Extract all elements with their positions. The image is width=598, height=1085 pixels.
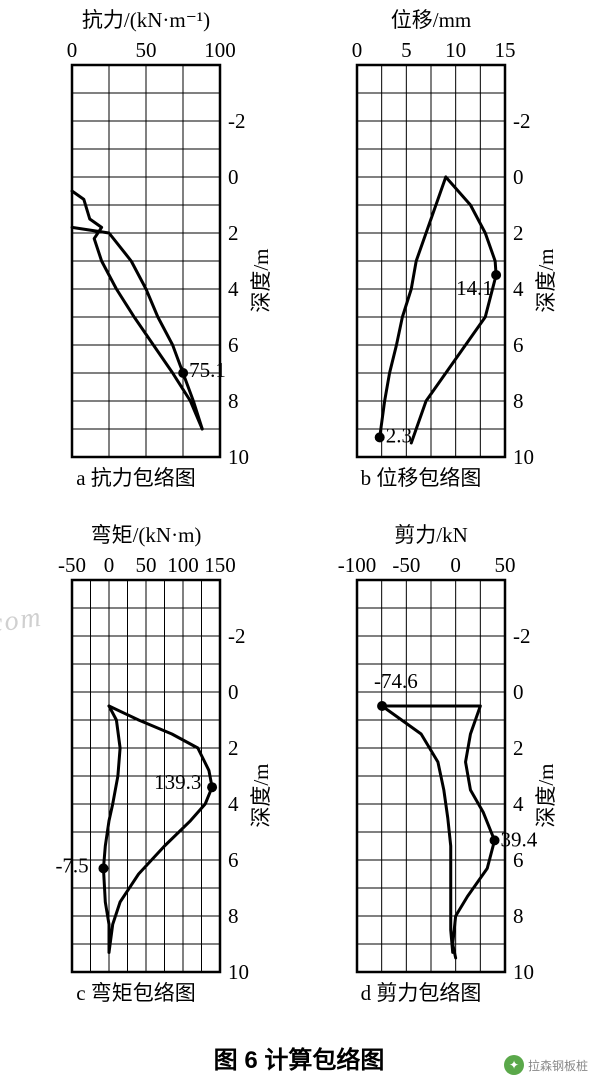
marker-label: 2.3 [386, 423, 412, 447]
y-axis-label: 深度/m [249, 764, 273, 828]
curve-0 [109, 706, 212, 952]
x-tick: 50 [136, 38, 157, 62]
subcaption: a 抗力包络图 [76, 466, 196, 490]
y-tick: -2 [513, 624, 531, 648]
y-tick: 0 [228, 165, 239, 189]
x-axis-title: 位移/mm [391, 8, 472, 32]
y-axis-label: 深度/m [534, 249, 558, 313]
y-tick: 4 [228, 792, 239, 816]
x-axis-title: 弯矩/(kN·m) [91, 523, 202, 547]
x-tick: 100 [204, 38, 236, 62]
y-tick: 8 [228, 904, 239, 928]
data-marker [375, 432, 385, 442]
marker-label: 139.3 [154, 770, 201, 794]
curve-1 [382, 706, 453, 952]
y-tick: 6 [228, 333, 239, 357]
marker-label: -74.6 [374, 669, 418, 693]
y-tick: 0 [513, 680, 524, 704]
x-tick: 10 [445, 38, 466, 62]
x-tick: 0 [67, 38, 78, 62]
x-axis-title: 剪力/kN [394, 523, 468, 547]
data-marker [98, 863, 108, 873]
y-tick: 10 [513, 445, 534, 469]
x-tick: 50 [495, 553, 516, 577]
data-marker [178, 368, 188, 378]
panel-c: 弯矩/(kN·m)-50 0 50 100150 -2 0 2 4 6 8 10 深度/m 139.3 -… [55, 523, 273, 1005]
y-tick: 2 [228, 221, 239, 245]
x-tick: 15 [495, 38, 516, 62]
y-tick: 4 [513, 792, 524, 816]
x-tick: 0 [450, 553, 461, 577]
y-axis-label: 深度/m [534, 764, 558, 828]
charts-canvas: 抗力/(kN·m⁻¹)050100-20246810深度/m75.1a 抗力包络… [0, 0, 598, 1030]
x-tick: 5 [401, 38, 412, 62]
y-tick: 8 [228, 389, 239, 413]
watermark-right: ✦ 拉森钢板桩 [504, 1055, 588, 1075]
y-tick: -2 [228, 624, 246, 648]
marker-label: 39.4 [501, 827, 538, 851]
y-tick: 6 [513, 333, 524, 357]
x-tick: 50 [136, 553, 157, 577]
x-tick: -50 [58, 553, 86, 577]
data-marker [490, 835, 500, 845]
x-tick: 150 [204, 553, 236, 577]
y-tick: 8 [513, 904, 524, 928]
curve-1 [103, 706, 120, 952]
marker-label: 75.1 [189, 358, 226, 382]
data-marker [207, 782, 217, 792]
curve-0 [411, 177, 496, 443]
x-tick: 0 [104, 553, 115, 577]
y-tick: -2 [228, 109, 246, 133]
y-tick: 10 [228, 960, 249, 984]
y-tick: 2 [513, 736, 524, 760]
figure-page: com 抗力/(kN·m⁻¹)050100-20246810深度/m75.1a … [0, 0, 598, 1085]
watermark-text: 拉森钢板桩 [528, 1057, 588, 1074]
y-tick: 0 [513, 165, 524, 189]
x-tick: 100 [167, 553, 199, 577]
marker-label: -7.5 [55, 853, 88, 877]
y-tick: 6 [513, 848, 524, 872]
panel-b: 位移/mm 0 5 10 15 -2 0 2 4 6 8 10 深度/m 14.1 2.3 b 位移包络图 [352, 8, 558, 490]
y-tick: 6 [228, 848, 239, 872]
data-marker [377, 701, 387, 711]
y-tick: 10 [513, 960, 534, 984]
y-tick: 4 [228, 277, 239, 301]
x-tick: -50 [392, 553, 420, 577]
marker-label: 14.1 [456, 276, 493, 300]
y-tick: 4 [513, 277, 524, 301]
y-axis-label: 深度/m [249, 249, 273, 313]
x-tick: -100 [338, 553, 377, 577]
wechat-icon: ✦ [504, 1055, 524, 1075]
y-tick: 0 [228, 680, 239, 704]
x-axis-title: 抗力/(kN·m⁻¹) [82, 8, 210, 32]
x-tick: 0 [352, 38, 363, 62]
panel-d: 剪力/kN -100 -50 0 50 -2 0 2 4 6 8 10 深度/m -74.6 39.4 d 剪… [338, 523, 558, 1005]
y-tick: -2 [513, 109, 531, 133]
y-tick: 10 [228, 445, 249, 469]
y-tick: 2 [513, 221, 524, 245]
y-tick: 2 [228, 736, 239, 760]
panel-a: 抗力/(kN·m⁻¹)050100-20246810深度/m75.1a 抗力包络… [67, 8, 273, 490]
curve-1 [380, 177, 446, 437]
y-tick: 8 [513, 389, 524, 413]
subcaption: d 剪力包络图 [361, 981, 482, 1005]
subcaption: b 位移包络图 [361, 466, 482, 490]
subcaption: c 弯矩包络图 [76, 981, 196, 1005]
